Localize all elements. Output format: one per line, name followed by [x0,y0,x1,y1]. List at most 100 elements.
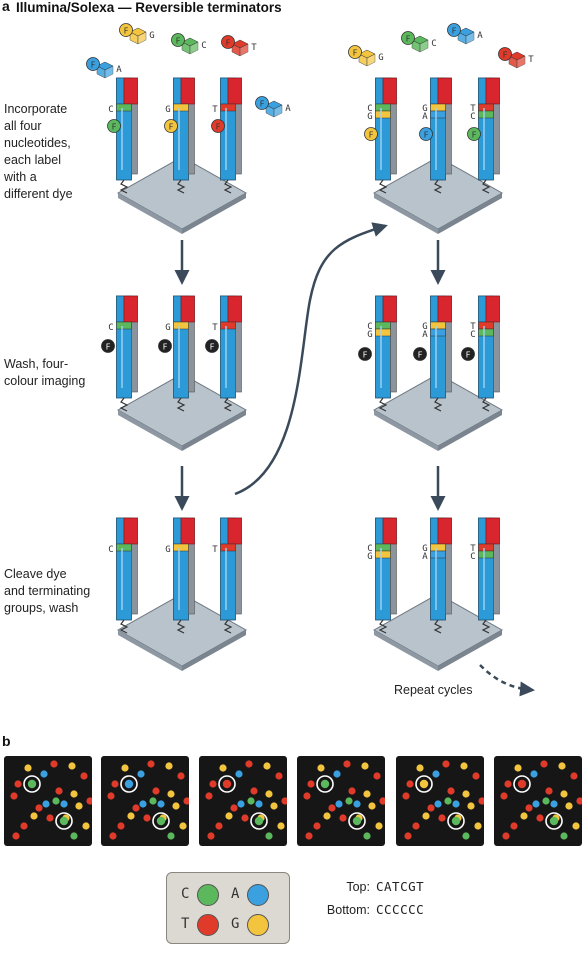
cluster-dot [500,792,507,799]
svg-text:F: F [418,351,423,360]
cluster-dot [353,800,360,807]
svg-text:F: F [210,343,215,352]
cluster-dot [250,787,257,794]
strand-right-3-1 [376,518,397,633]
svg-text:F: F [91,61,96,70]
label-right-lower-2-3: C [470,330,475,340]
cluster-dot [20,822,27,829]
cluster-dot [444,797,451,804]
cluster-dot [416,764,423,771]
dye-right-2-1: F [359,348,372,361]
legend-dot-c [197,884,219,906]
cluster-dot [14,780,21,787]
svg-text:C: C [431,39,436,49]
svg-text:F: F [216,123,221,132]
cluster-dot [209,780,216,787]
arrow-repeat-dashed [480,665,532,690]
bottom-cluster-dot [550,817,558,825]
cluster-dot [127,812,134,819]
panel-b-label: b [2,733,11,749]
label-left-1-2: G [165,105,170,115]
svg-text:F: F [452,27,457,36]
cluster-dot [255,800,262,807]
svg-text:F: F [369,131,374,140]
label-right-lower-3-2: A [422,552,428,562]
cluster-dot [363,832,370,839]
legend-letter-c: C [181,886,189,902]
cluster-dot [117,822,124,829]
label-right-lower-1-2: A [422,112,428,122]
legend-dot-g [247,914,269,936]
cluster-dot [472,772,479,779]
cluster-dot [265,790,272,797]
cluster-dot [434,800,441,807]
cluster-dot [576,797,582,804]
cluster-dot [317,764,324,771]
strand-right-3-3 [479,518,500,633]
cluster-dot [504,780,511,787]
cluster-dot [570,772,577,779]
strand-left-2-3 [221,296,242,411]
free-nucleotide-t-right: FT [499,48,535,69]
cluster-dot [30,812,37,819]
top-cluster-dot [518,780,526,788]
bottom-sequence-value: CCCCCC [376,902,424,917]
bottom-cluster-dot [353,817,361,825]
cluster-dot [339,814,346,821]
cluster-dot [462,832,469,839]
cluster-dot [313,822,320,829]
cluster-dot [177,772,184,779]
svg-text:F: F [112,123,117,132]
strand-left-1-3 [221,78,242,193]
label-left-1-3: T [212,105,218,115]
svg-text:F: F [169,123,174,132]
cluster-dot [52,797,59,804]
dye-right-1-3: F [468,128,481,141]
cluster-dot [560,832,567,839]
cluster-dot [520,812,527,819]
svg-text:F: F [353,49,358,58]
cluster-dot [225,812,232,819]
cluster-dot [345,797,352,804]
label-left-3-2: G [165,545,170,555]
cluster-dot [137,770,144,777]
top-sequence: Top: CATCGT [308,879,424,894]
cluster-dot [542,797,549,804]
cluster-dot [363,790,370,797]
base-color-legend: C A T G [166,872,290,944]
label-right-lower-3-1: G [367,552,372,562]
cluster-dot [412,822,419,829]
sequencing-image-3 [199,756,287,846]
strand-left-1-1 [117,78,138,193]
cluster-dot [237,800,244,807]
cluster-dot [447,787,454,794]
cluster-dot [275,772,282,779]
cluster-dot [328,804,335,811]
cluster-dot [307,780,314,787]
strand-left-3-3 [221,518,242,633]
cluster-dot [343,760,350,767]
label-left-2-1: C [108,323,113,333]
cluster-dot [368,802,375,809]
cluster-dot [361,762,368,769]
cluster-dot [467,802,474,809]
cluster-dot [50,760,57,767]
sequencing-image-4 [297,756,385,846]
cluster-dot [46,814,53,821]
cluster-dot [86,797,92,804]
cluster-dot [183,797,189,804]
cluster-dot [565,802,572,809]
bottom-cluster-dot [157,817,165,825]
strand-left-2-1 [117,296,138,411]
cluster-dot [510,822,517,829]
cluster-dot [404,832,411,839]
cluster-dot [70,832,77,839]
top-cluster-dot [420,780,428,788]
top-sequence-value: CATCGT [376,879,424,894]
svg-text:A: A [285,104,291,114]
bottom-sequence-label: Bottom: [308,903,370,917]
cluster-dot [514,764,521,771]
